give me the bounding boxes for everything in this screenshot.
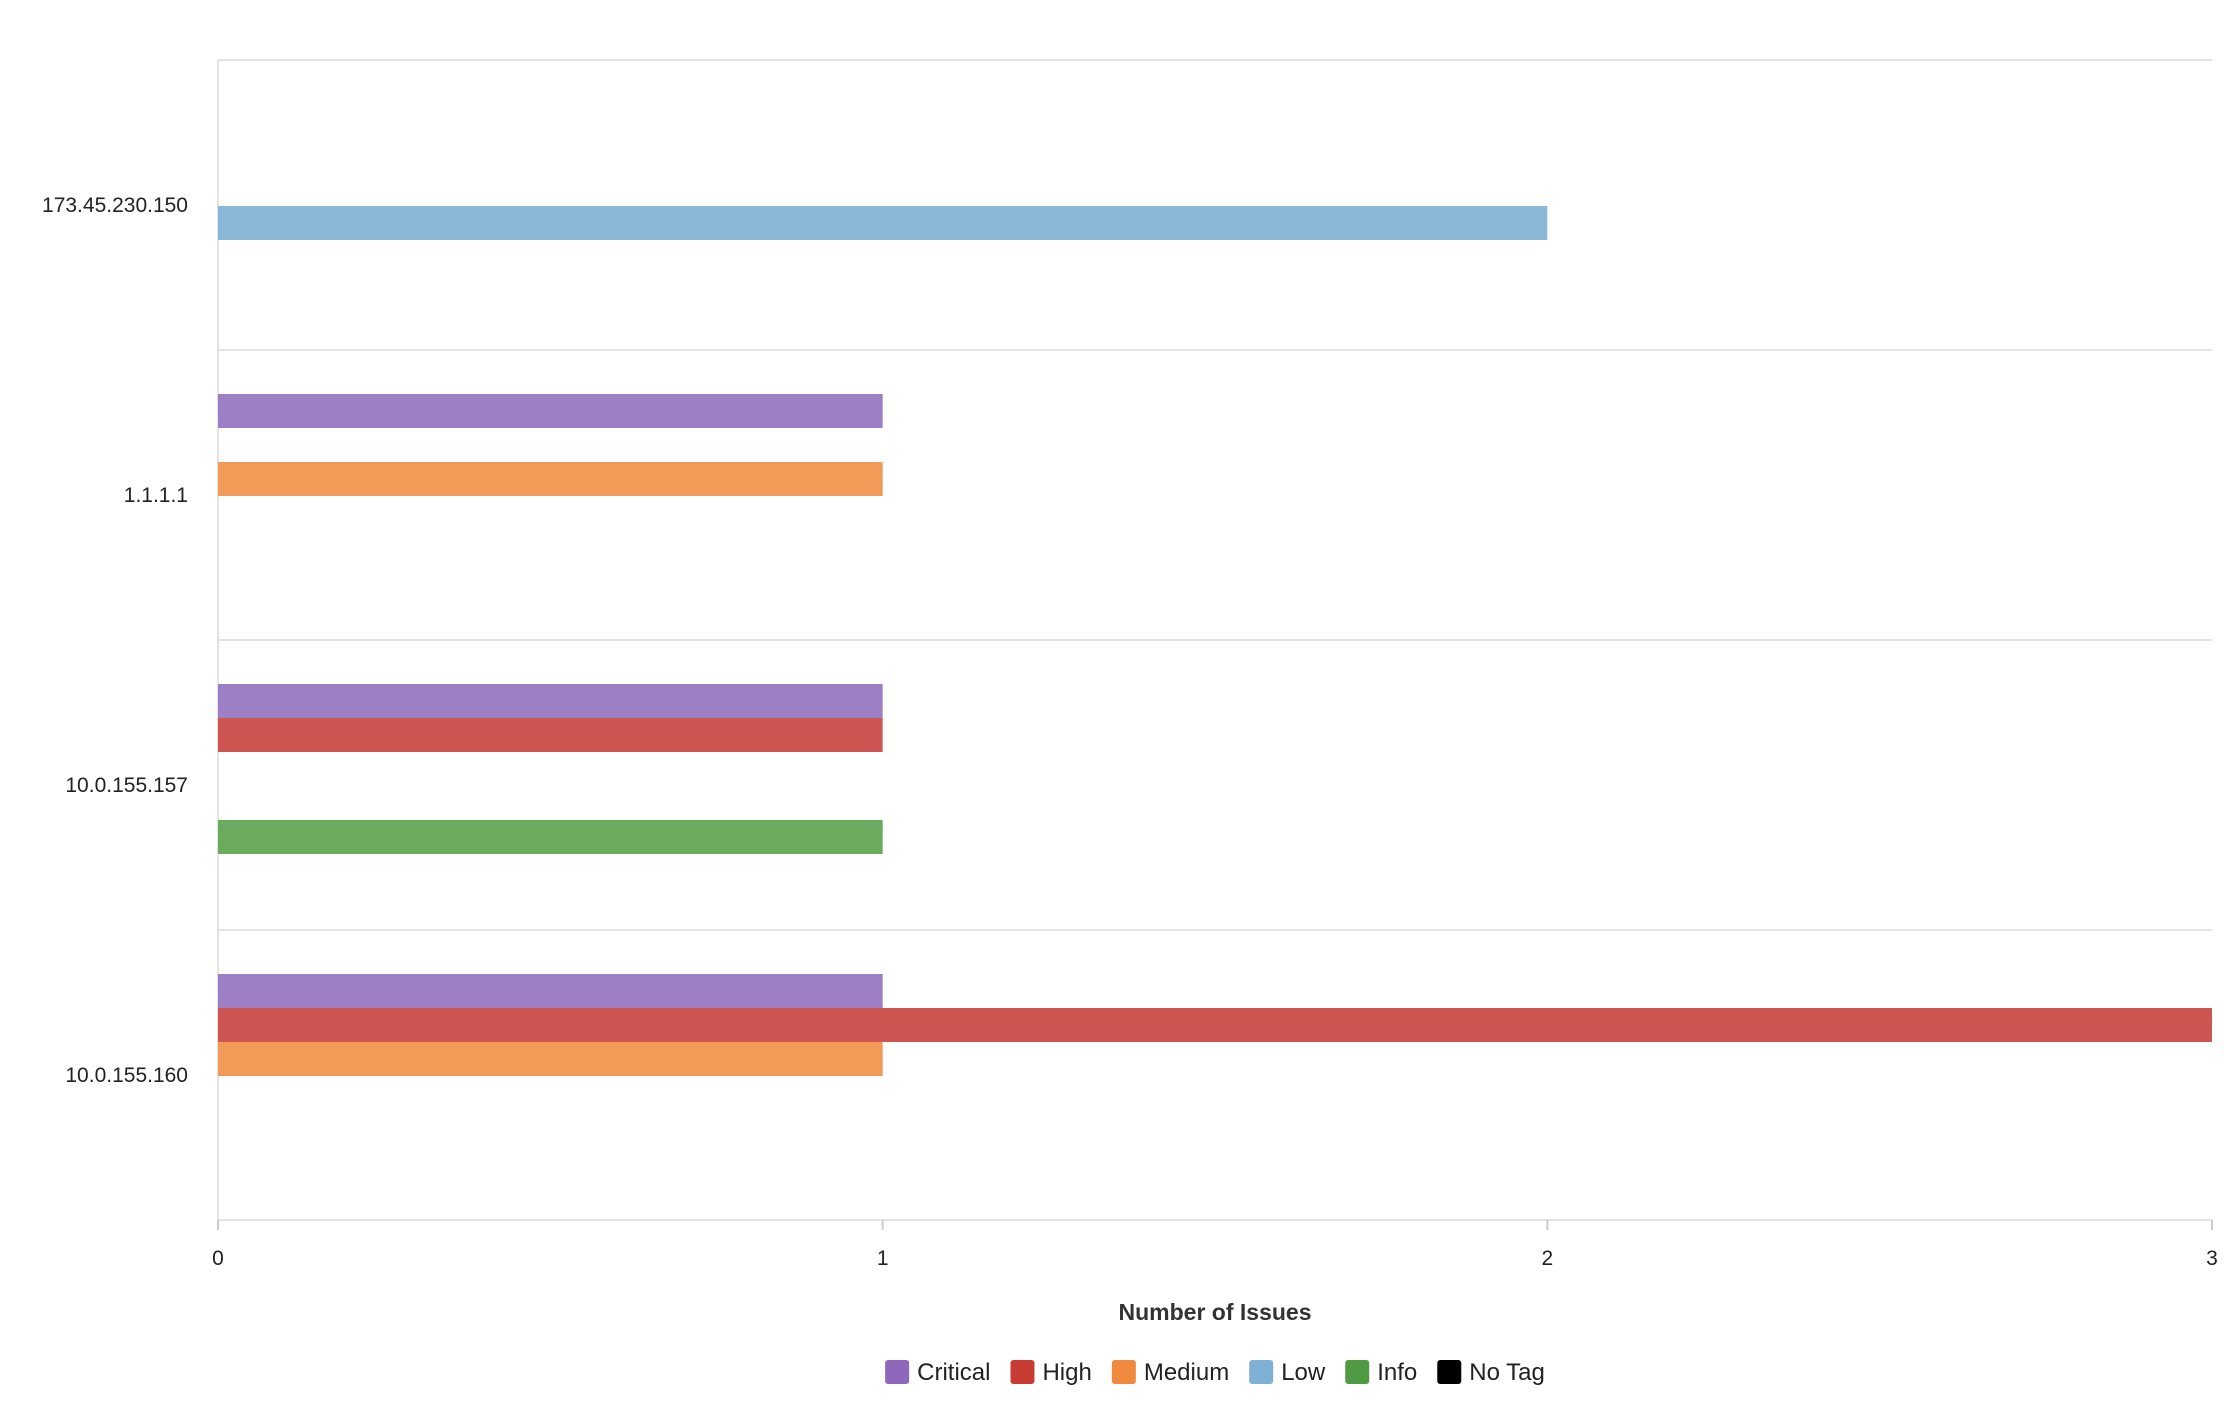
bar-critical-10-0-155-160[interactable] (218, 974, 883, 1008)
bar-info-10-0-155-157[interactable] (218, 820, 883, 854)
x-tick-label: 2 (1541, 1247, 1553, 1270)
legend: Critical High Medium Low Info No Tag (885, 1359, 1545, 1386)
legend-swatch (1111, 1360, 1136, 1384)
legend-item-low[interactable]: Low (1249, 1359, 1326, 1386)
x-tick-label: 1 (877, 1247, 889, 1270)
legend-label: Critical (917, 1359, 990, 1386)
legend-item-info[interactable]: Info (1345, 1359, 1417, 1386)
y-tick-label: 10.0.155.160 (65, 1064, 188, 1087)
legend-swatch (1345, 1360, 1370, 1384)
legend-swatch (885, 1360, 910, 1384)
y-tick-label: 1.1.1.1 (124, 484, 188, 507)
legend-item-high[interactable]: High (1010, 1359, 1092, 1386)
bars-layer (218, 206, 2212, 1076)
bar-critical-1-1-1-1[interactable] (218, 394, 883, 428)
legend-swatch (1437, 1360, 1462, 1384)
legend-label: No Tag (1469, 1359, 1545, 1386)
x-tick-label: 3 (2206, 1247, 2218, 1270)
legend-label: Medium (1144, 1359, 1229, 1386)
legend-swatch (1010, 1360, 1035, 1384)
legend-label: Info (1377, 1359, 1417, 1386)
legend-label: High (1042, 1359, 1091, 1386)
legend-item-no-tag[interactable]: No Tag (1437, 1359, 1545, 1386)
legend-swatch (1249, 1360, 1274, 1384)
x-tick-label: 0 (212, 1247, 224, 1270)
x-axis-title: Number of Issues (1119, 1299, 1312, 1325)
bar-medium-10-0-155-160[interactable] (218, 1042, 883, 1076)
grid-layer (217, 59, 2212, 1221)
bar-low-173-45-230-150[interactable] (218, 206, 1548, 240)
bar-high-10-0-155-157[interactable] (218, 718, 883, 752)
y-tick-label: 10.0.155.157 (65, 774, 188, 797)
axis-layer: 0 1 2 3 173.45.230.150 1.1.1.1 10.0.155.157 10.… (42, 194, 2218, 1270)
bar-critical-10-0-155-157[interactable] (218, 684, 883, 718)
legend-label: Low (1281, 1359, 1326, 1386)
legend-item-critical[interactable]: Critical (885, 1359, 990, 1386)
y-tick-label: 173.45.230.150 (42, 194, 188, 217)
bar-medium-1-1-1-1[interactable] (218, 462, 883, 496)
legend-item-medium[interactable]: Medium (1111, 1359, 1229, 1386)
bar-high-10-0-155-160[interactable] (218, 1008, 2212, 1042)
